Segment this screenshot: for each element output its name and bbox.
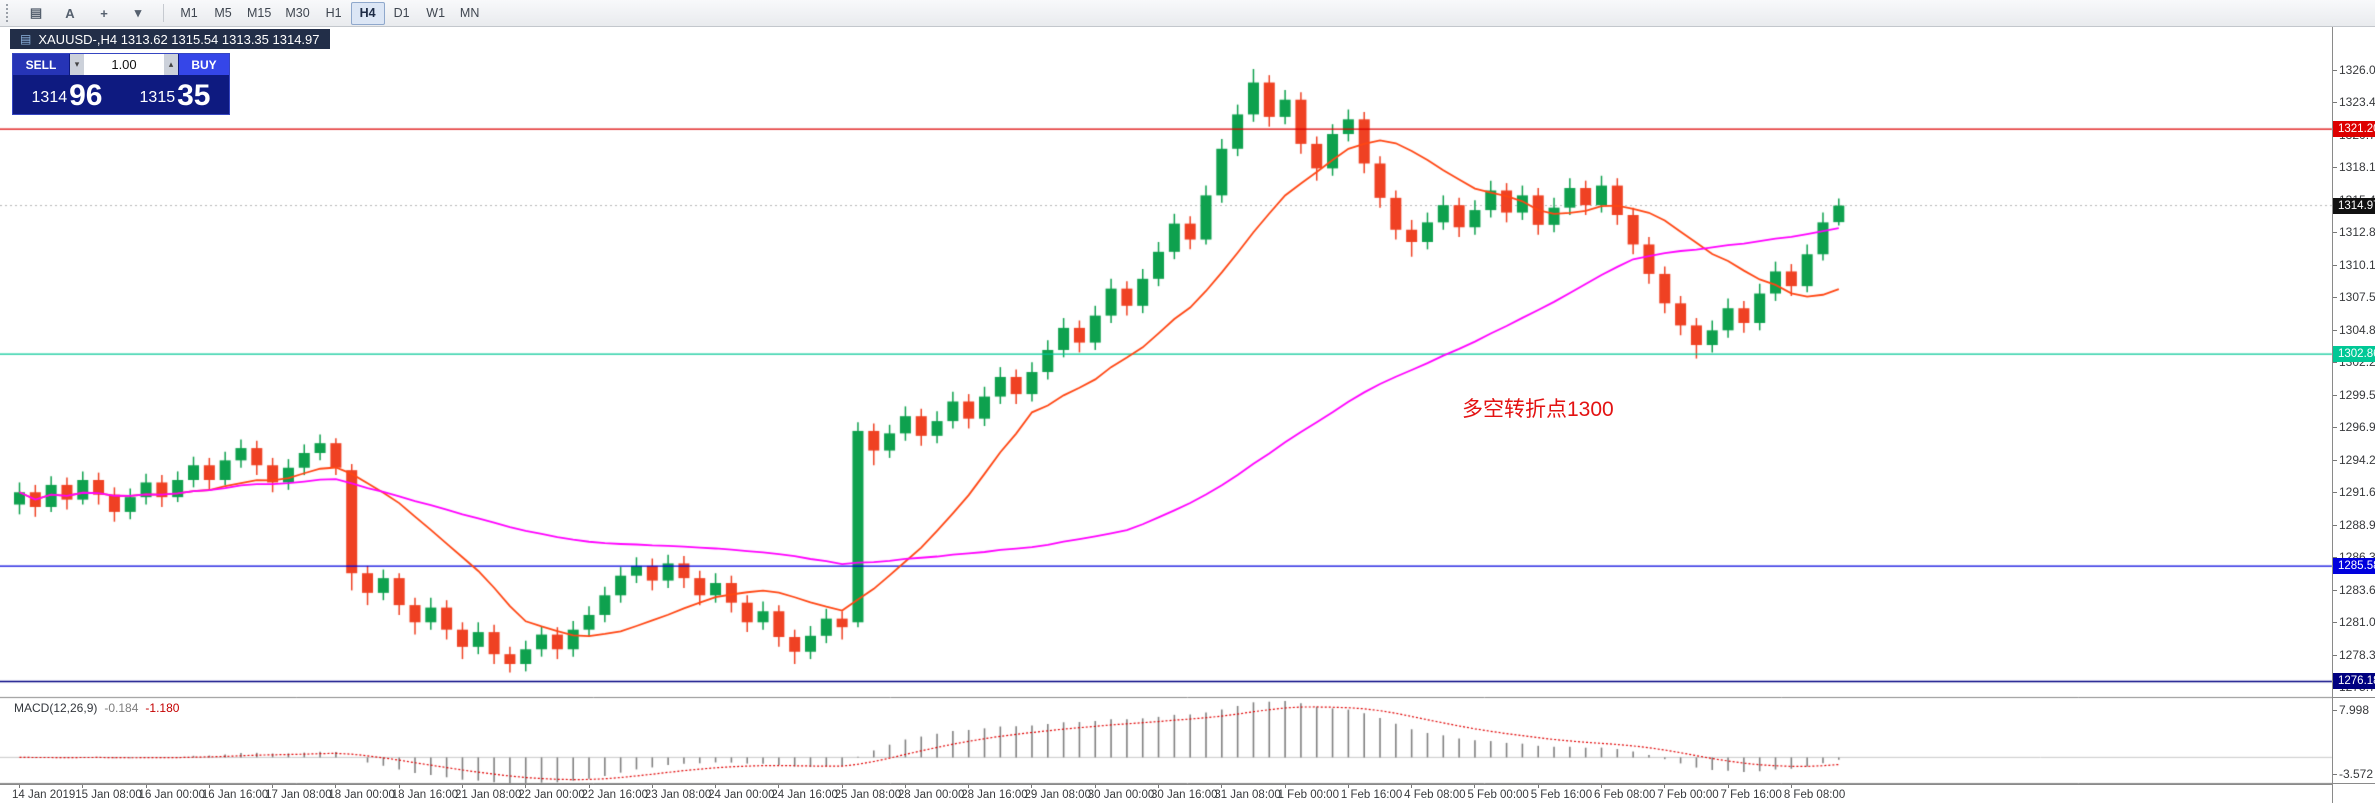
time-label: 30 Jan 16:00 xyxy=(1151,789,1218,801)
sell-button[interactable]: SELL xyxy=(13,54,70,75)
time-label: 16 Jan 16:00 xyxy=(202,789,269,801)
time-label: 31 Jan 08:00 xyxy=(1214,789,1281,801)
time-label: 15 Jan 08:00 xyxy=(75,789,142,801)
pane-divider xyxy=(2333,783,2375,784)
time-label: 25 Jan 08:00 xyxy=(835,789,902,801)
timeframe-toolbar: M1M5M15M30H1H4D1W1MN xyxy=(172,2,487,25)
chart-icon: ▤ xyxy=(20,32,31,46)
drawing-tools-dropdown-icon[interactable]: ▾ xyxy=(121,2,155,25)
price-tick: 1312.80 xyxy=(2339,225,2375,239)
buy-price-main: 1315 xyxy=(140,89,176,111)
price-tick: 1296.90 xyxy=(2339,420,2375,434)
sell-price-main: 1314 xyxy=(32,89,68,111)
timeframe-button-m1[interactable]: M1 xyxy=(172,2,206,25)
time-label: 1 Feb 16:00 xyxy=(1341,789,1402,801)
time-label: 6 Feb 08:00 xyxy=(1594,789,1655,801)
price-tick: 1310.15 xyxy=(2339,258,2375,272)
time-label: 24 Jan 00:00 xyxy=(708,789,775,801)
price-tick: 1288.95 xyxy=(2339,518,2375,532)
text-tool-icon[interactable]: A xyxy=(53,2,87,25)
macd-scale-bottom: -3.572 xyxy=(2339,767,2373,781)
timeframe-button-w1[interactable]: W1 xyxy=(419,2,453,25)
sell-price-button[interactable]: 131496 xyxy=(13,75,121,114)
macd-name: MACD(12,26,9) xyxy=(14,701,97,715)
current-price-tag: 1314.97 xyxy=(2333,198,2375,214)
timeframe-button-m15[interactable]: M15 xyxy=(240,2,278,25)
toolbar-grip[interactable] xyxy=(6,4,12,22)
timeframe-button-h4[interactable]: H4 xyxy=(351,2,385,25)
time-label: 24 Jan 16:00 xyxy=(771,789,838,801)
hline-price-tag: 1321.20 xyxy=(2333,121,2375,137)
time-label: 5 Feb 16:00 xyxy=(1531,789,1592,801)
timeframe-button-mn[interactable]: MN xyxy=(453,2,487,25)
price-tick: 1278.35 xyxy=(2339,648,2375,662)
chart-window-icon[interactable]: ▤ xyxy=(19,2,53,25)
time-label: 14 Jan 2019 xyxy=(12,789,75,801)
price-tick: 1299.55 xyxy=(2339,388,2375,402)
time-label: 29 Jan 08:00 xyxy=(1024,789,1091,801)
time-label: 23 Jan 08:00 xyxy=(645,789,712,801)
price-tick: 1281.00 xyxy=(2339,615,2375,629)
price-tick: 1294.25 xyxy=(2339,453,2375,467)
one-click-trading-panel: SELL ▾ 1.00 ▴ BUY 131496 131535 xyxy=(12,53,230,115)
time-label: 22 Jan 16:00 xyxy=(582,789,649,801)
price-tick: 1323.40 xyxy=(2339,95,2375,109)
time-label: 30 Jan 00:00 xyxy=(1088,789,1155,801)
price-tick: 1291.60 xyxy=(2339,485,2375,499)
timeframe-button-h1[interactable]: H1 xyxy=(317,2,351,25)
price-tick: 1283.65 xyxy=(2339,583,2375,597)
price-tick: 1304.85 xyxy=(2339,323,2375,337)
time-label: 17 Jan 08:00 xyxy=(265,789,332,801)
top-toolbar: ▤A+▾ M1M5M15M30H1H4D1W1MN xyxy=(0,0,2375,27)
toolbar-separator xyxy=(163,4,164,22)
macd-indicator-label: MACD(12,26,9) -0.184 -1.180 xyxy=(14,701,179,715)
time-label: 7 Feb 00:00 xyxy=(1657,789,1718,801)
timeframe-button-m30[interactable]: M30 xyxy=(278,2,316,25)
hline-price-tag: 1276.18 xyxy=(2333,673,2375,689)
symbol-ohlc-text: XAUUSD-,H4 1313.62 1315.54 1313.35 1314.… xyxy=(38,32,319,47)
time-label: 22 Jan 00:00 xyxy=(518,789,585,801)
buy-button[interactable]: BUY xyxy=(178,54,229,75)
volume-decrease-button[interactable]: ▾ xyxy=(70,54,84,75)
time-label: 16 Jan 00:00 xyxy=(139,789,206,801)
volume-stepper: ▾ 1.00 ▴ xyxy=(70,54,178,75)
chart-annotation-text: 多空转折点1300 xyxy=(1462,393,1614,423)
symbol-title-strip: ▤ XAUUSD-,H4 1313.62 1315.54 1313.35 131… xyxy=(10,29,330,49)
timeframe-button-m5[interactable]: M5 xyxy=(206,2,240,25)
time-label: 7 Feb 16:00 xyxy=(1721,789,1782,801)
macd-signal-value: -1.180 xyxy=(145,701,179,715)
time-label: 8 Feb 08:00 xyxy=(1784,789,1845,801)
buy-price-pips: 35 xyxy=(177,81,210,111)
crosshair-tool-icon[interactable]: + xyxy=(87,2,121,25)
volume-input[interactable]: 1.00 xyxy=(84,54,164,75)
pane-divider xyxy=(2333,697,2375,698)
time-label: 18 Jan 00:00 xyxy=(328,789,395,801)
chart-region: ▤ XAUUSD-,H4 1313.62 1315.54 1313.35 131… xyxy=(0,27,2375,803)
price-axis: 7.998 -3.572 1326.051323.401320.751318.1… xyxy=(2332,27,2375,803)
time-label: 28 Jan 16:00 xyxy=(961,789,1028,801)
buy-price-button[interactable]: 131535 xyxy=(121,75,229,114)
volume-increase-button[interactable]: ▴ xyxy=(164,54,178,75)
time-label: 5 Feb 00:00 xyxy=(1467,789,1528,801)
hline-price-tag: 1302.86 xyxy=(2333,346,2375,362)
time-label: 21 Jan 08:00 xyxy=(455,789,522,801)
time-label: 4 Feb 08:00 xyxy=(1404,789,1465,801)
price-tick: 1307.50 xyxy=(2339,290,2375,304)
hline-price-tag: 1285.58 xyxy=(2333,558,2375,574)
time-label: 18 Jan 16:00 xyxy=(392,789,459,801)
price-tick: 1318.10 xyxy=(2339,160,2375,174)
timeframe-button-d1[interactable]: D1 xyxy=(385,2,419,25)
time-label: 1 Feb 00:00 xyxy=(1278,789,1339,801)
chart-canvas[interactable] xyxy=(0,27,2375,803)
time-axis: 14 Jan 201915 Jan 08:0016 Jan 00:0016 Ja… xyxy=(0,784,2332,803)
macd-main-value: -0.184 xyxy=(104,701,138,715)
time-label: 28 Jan 00:00 xyxy=(898,789,965,801)
toolbar-icons: ▤A+▾ xyxy=(19,2,155,25)
macd-scale-top: 7.998 xyxy=(2339,703,2369,717)
sell-price-pips: 96 xyxy=(69,81,102,111)
price-tick: 1326.05 xyxy=(2339,63,2375,77)
